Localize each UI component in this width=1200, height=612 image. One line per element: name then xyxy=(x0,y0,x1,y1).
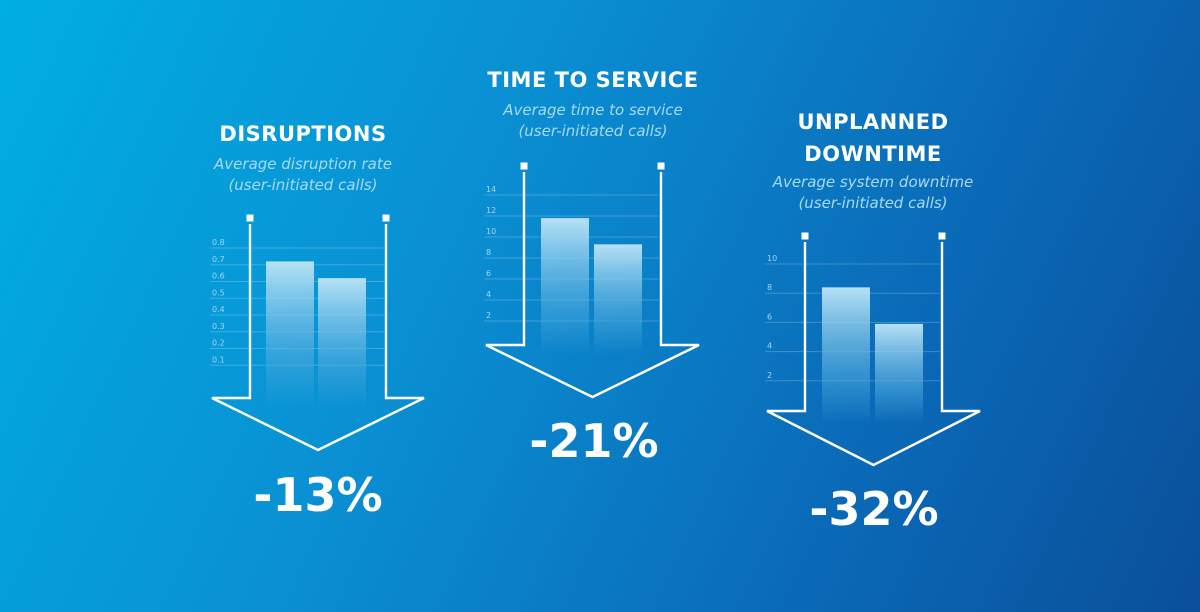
chart-subtitle-line-2: (user-initiated calls) xyxy=(798,194,948,212)
y-tick-label: 0.1 xyxy=(212,355,225,364)
y-tick-label: 0.2 xyxy=(212,339,225,348)
chart-title: TIME TO SERVICE xyxy=(487,68,699,92)
y-tick-label: 10 xyxy=(767,254,777,263)
chart-subtitle-line-1: Average system downtime xyxy=(772,173,974,191)
chart-subtitle-line-1: Average disruption rate xyxy=(214,155,392,173)
chart-title-line-2: DOWNTIME xyxy=(804,142,942,166)
bar xyxy=(875,323,923,423)
percent-change: -32% xyxy=(809,482,939,536)
y-tick-label: 10 xyxy=(486,227,496,236)
y-tick-label: 8 xyxy=(486,248,491,257)
y-tick-label: 12 xyxy=(486,206,496,215)
down-arrow-outline xyxy=(485,172,700,399)
y-tick-label: 2 xyxy=(767,371,772,380)
bar xyxy=(822,287,870,423)
arrow-cap-left xyxy=(246,214,254,222)
bar xyxy=(541,218,589,355)
y-tick-label: 0.3 xyxy=(212,322,225,331)
y-tick-label: 2 xyxy=(486,311,491,320)
chart-subtitle-line-2: (user-initiated calls) xyxy=(518,122,668,140)
y-tick-label: 6 xyxy=(486,269,491,278)
chart-subtitle-line-2: (user-initiated calls) xyxy=(228,176,378,194)
arrow-cap-left xyxy=(801,232,809,240)
percent-change: -21% xyxy=(529,414,659,468)
arrow-cap-right xyxy=(657,162,665,170)
y-tick-label: 4 xyxy=(767,342,772,351)
y-tick-label: 6 xyxy=(767,312,772,321)
y-tick-label: 8 xyxy=(767,283,772,292)
arrow-cap-left xyxy=(520,162,528,170)
chart-title-line-1: UNPLANNED xyxy=(797,110,949,134)
percent-change: -13% xyxy=(253,468,383,522)
y-tick-label: 0.8 xyxy=(212,238,225,247)
bar xyxy=(266,261,314,408)
y-tick-label: 0.7 xyxy=(212,255,225,264)
y-tick-label: 0.4 xyxy=(212,305,225,314)
y-tick-label: 14 xyxy=(486,185,496,194)
down-arrow-outline xyxy=(766,242,981,467)
arrow-cap-right xyxy=(938,232,946,240)
chart-title: DISRUPTIONS xyxy=(219,122,387,146)
down-arrow-outline xyxy=(211,224,425,452)
y-tick-label: 0.6 xyxy=(212,272,225,281)
chart-subtitle-line-1: Average time to service xyxy=(503,101,683,119)
bar xyxy=(594,244,642,355)
y-tick-label: 4 xyxy=(486,290,491,299)
bar xyxy=(318,278,366,408)
y-tick-label: 0.5 xyxy=(212,288,225,297)
arrow-cap-right xyxy=(382,214,390,222)
